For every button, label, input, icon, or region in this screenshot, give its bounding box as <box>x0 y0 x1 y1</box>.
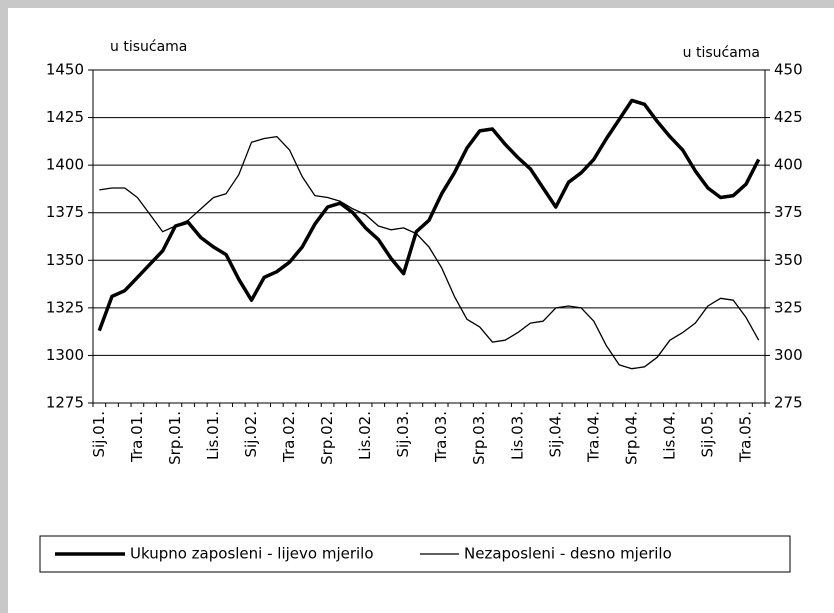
y-tick-label: 1325 <box>46 298 84 316</box>
y-tick-label: 1400 <box>46 156 84 174</box>
x-tick-label: Srp.01. <box>166 411 184 465</box>
y-tick-label: 1300 <box>46 346 84 364</box>
legend-label: Ukupno zaposleni - lijevo mjerilo <box>130 545 374 563</box>
y2-tick-label: 325 <box>774 298 803 316</box>
legend-box <box>39 535 791 573</box>
x-tick-label: Sij.05. <box>698 411 716 457</box>
y2-tick-label: 425 <box>774 108 803 126</box>
y-tick-label: 1425 <box>46 108 84 126</box>
x-tick-label: Srp.03. <box>470 411 488 465</box>
line-series <box>97 98 761 332</box>
y2-tick-label: 300 <box>774 346 803 364</box>
x-tick-label: Srp.02. <box>318 411 336 465</box>
y-axis-label: u tisućama <box>110 39 187 55</box>
y2-tick-label: 375 <box>774 203 803 221</box>
x-tick-label: Lis.01. <box>204 411 222 460</box>
x-tick-label: Tra.05. <box>736 411 754 463</box>
x-tick-label: Tra.02. <box>280 411 298 463</box>
x-tick-label: Tra.01. <box>128 411 146 463</box>
y2-tick-label: 350 <box>774 251 803 269</box>
x-tick-label: Lis.02. <box>356 411 374 460</box>
x-tick-label: Srp.04. <box>622 411 640 465</box>
legend-label: Nezaposleni - desno mjerilo <box>464 545 672 563</box>
x-tick-label: Sij.03. <box>394 411 412 457</box>
x-tick-label: Lis.04. <box>660 411 678 460</box>
x-tick-label: Tra.03. <box>432 411 450 463</box>
y2-tick-label: 450 <box>774 61 803 79</box>
y2-tick-label: 275 <box>774 394 803 412</box>
x-tick-label: Sij.01. <box>90 411 108 457</box>
y-tick-label: 1450 <box>46 61 84 79</box>
y-tick-label: 1375 <box>46 203 84 221</box>
y2-axis-label: u tisućama <box>683 45 760 61</box>
y-tick-label: 1275 <box>46 394 84 412</box>
x-tick-label: Sij.02. <box>242 411 260 457</box>
y-tick-label: 1350 <box>46 251 84 269</box>
x-tick-label: Tra.04. <box>584 411 602 463</box>
frame <box>8 8 834 613</box>
line-series <box>99 135 760 370</box>
x-tick-label: Sij.04. <box>546 411 564 457</box>
x-tick-label: Lis.03. <box>508 411 526 460</box>
y2-tick-label: 400 <box>774 156 803 174</box>
